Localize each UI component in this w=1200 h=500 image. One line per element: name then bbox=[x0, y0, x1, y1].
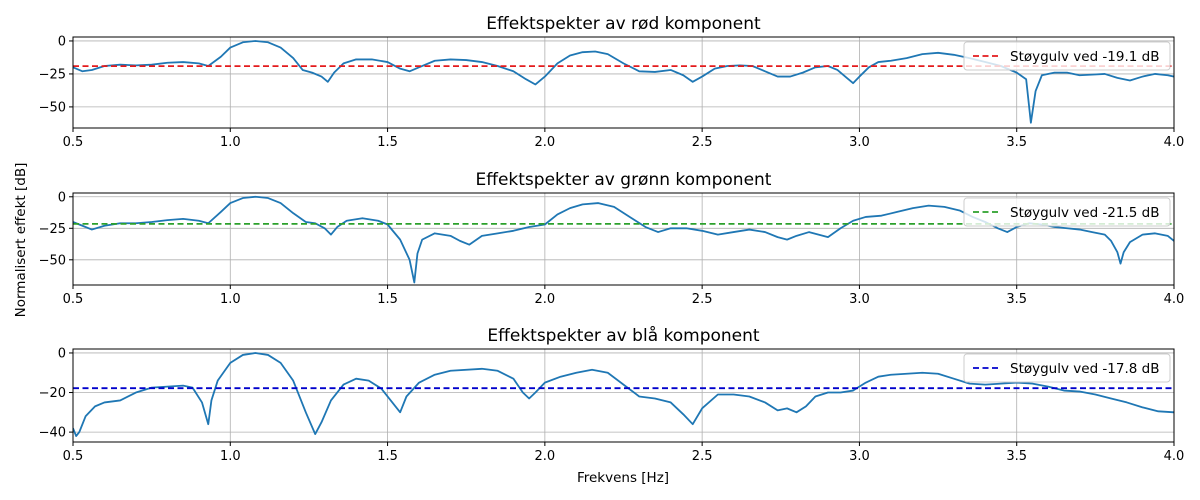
x-tick-label: 3.5 bbox=[1006, 135, 1027, 150]
y-tick-label: −50 bbox=[39, 100, 66, 115]
y-tick-label: 0 bbox=[58, 346, 66, 361]
y-tick-label: −50 bbox=[39, 253, 66, 268]
y-tick-label: 0 bbox=[58, 190, 66, 205]
x-tick-label: 2.0 bbox=[535, 135, 556, 150]
axes-frame bbox=[72, 348, 1175, 443]
x-tick-label: 2.5 bbox=[692, 292, 713, 307]
axes-frame bbox=[72, 36, 1175, 129]
x-tick-label: 1.5 bbox=[377, 135, 398, 150]
legend-label: Støygulv ved -19.1 dB bbox=[1010, 49, 1159, 65]
y-tick-label: −25 bbox=[39, 222, 66, 237]
x-tick-label: 3.5 bbox=[1006, 449, 1027, 464]
figure-ylabel: Normalisert effekt [dB] bbox=[13, 163, 29, 318]
x-tick-label: 4.0 bbox=[1164, 135, 1185, 150]
x-tick-label: 3.0 bbox=[849, 449, 870, 464]
y-tick-label: −25 bbox=[39, 67, 66, 82]
x-tick-label: 1.0 bbox=[220, 135, 241, 150]
legend: Støygulv ved -21.5 dB bbox=[963, 197, 1171, 227]
legend-box bbox=[963, 41, 1171, 71]
y-tick-label: −40 bbox=[39, 426, 66, 441]
y-tick-label: 0 bbox=[58, 34, 66, 49]
x-tick-label: 1.5 bbox=[377, 449, 398, 464]
x-tick-label: 2.5 bbox=[692, 135, 713, 150]
chart-title: Effektspekter av grønn komponent bbox=[476, 170, 772, 190]
legend: Støygulv ved -19.1 dB bbox=[963, 41, 1171, 71]
panel-green: 0.5 1.0 1.5 2.0 2.5 3.0 3.5 4.0 0 −25 −50 Effektspe… bbox=[39, 170, 1185, 307]
x-tick-label: 0.5 bbox=[63, 449, 84, 464]
legend-label: Støygulv ved -17.8 dB bbox=[1010, 361, 1159, 377]
figure-xlabel: Frekvens [Hz] bbox=[577, 470, 669, 486]
legend: Støygulv ved -17.8 dB bbox=[963, 353, 1171, 383]
x-tick-label: 1.0 bbox=[220, 292, 241, 307]
legend-box bbox=[963, 353, 1171, 383]
x-tick-label: 4.0 bbox=[1164, 292, 1185, 307]
subplots: 0.5 1.0 1.5 2.0 2.5 3.0 3.5 4.0 0 −25 −50 Effektspe… bbox=[39, 14, 1185, 464]
axes-frame bbox=[72, 192, 1175, 286]
chart-title: Effektspekter av blå komponent bbox=[487, 325, 760, 346]
x-tick-label: 2.0 bbox=[535, 449, 556, 464]
x-tick-label: 3.0 bbox=[849, 135, 870, 150]
x-tick-label: 1.5 bbox=[377, 292, 398, 307]
panel-blue: 0.5 1.0 1.5 2.0 2.5 3.0 3.5 4.0 0 −20 −40 Effektspe… bbox=[39, 325, 1185, 464]
legend-label: Støygulv ved -21.5 dB bbox=[1010, 205, 1159, 221]
x-tick-label: 4.0 bbox=[1164, 449, 1185, 464]
chart-title: Effektspekter av rød komponent bbox=[486, 14, 761, 34]
spectrum-line bbox=[73, 40, 1174, 124]
y-tick-label: −20 bbox=[39, 386, 66, 401]
x-tick-label: 3.0 bbox=[849, 292, 870, 307]
x-tick-label: 0.5 bbox=[63, 292, 84, 307]
x-tick-label: 1.0 bbox=[220, 449, 241, 464]
x-tick-label: 3.5 bbox=[1006, 292, 1027, 307]
x-tick-label: 2.0 bbox=[535, 292, 556, 307]
legend-box bbox=[963, 197, 1171, 227]
spectrum-line bbox=[73, 352, 1174, 437]
x-tick-label: 2.5 bbox=[692, 449, 713, 464]
panel-red: 0.5 1.0 1.5 2.0 2.5 3.0 3.5 4.0 0 −25 −50 Effektspe… bbox=[39, 14, 1185, 150]
x-tick-label: 0.5 bbox=[63, 135, 84, 150]
